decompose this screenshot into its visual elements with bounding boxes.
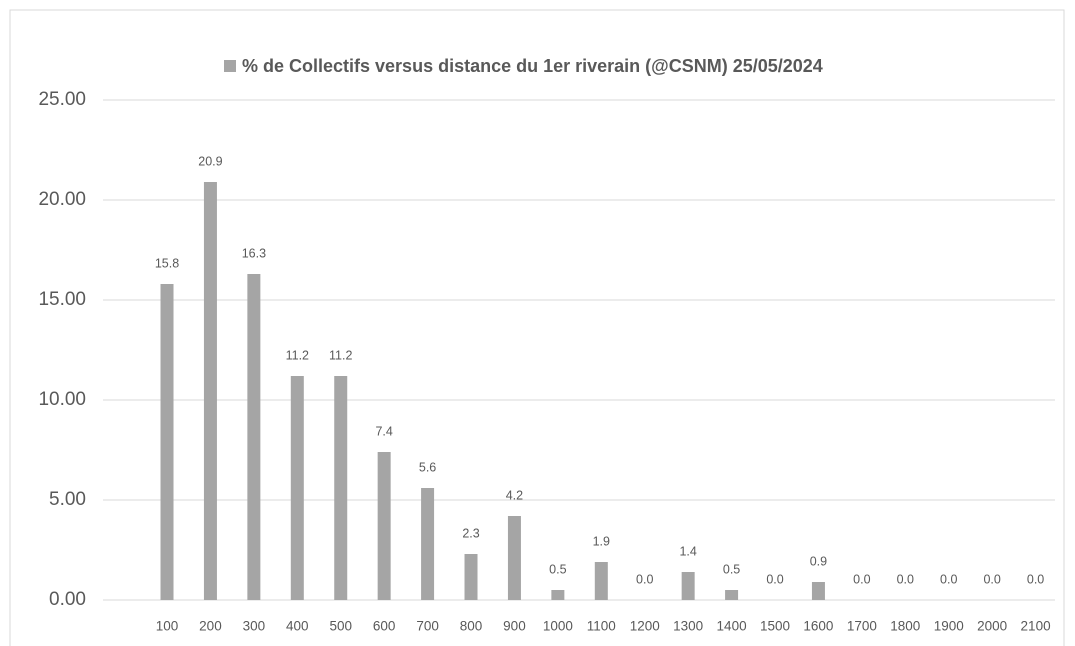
data-label: 0.9 (810, 554, 827, 568)
data-label: 1.9 (593, 534, 610, 548)
data-label: 16.3 (242, 246, 266, 260)
legend-label: % de Collectifs versus distance du 1er r… (242, 56, 823, 76)
data-label: 4.2 (506, 488, 523, 502)
x-tick-label: 200 (199, 619, 222, 634)
data-label: 0.5 (549, 562, 566, 576)
x-tick-label: 900 (503, 619, 526, 634)
y-tick-label: 10.00 (38, 389, 86, 410)
bar (160, 284, 174, 600)
data-label: 20.9 (198, 154, 222, 168)
x-tick-label: 1800 (890, 619, 920, 634)
data-label: 11.2 (286, 348, 309, 362)
bar (247, 274, 261, 600)
bar (377, 452, 391, 600)
x-tick-label: 1900 (934, 619, 964, 634)
bar (811, 582, 825, 600)
bar (594, 562, 608, 600)
x-tick-label: 600 (373, 619, 396, 634)
x-tick-label: 1100 (587, 619, 616, 634)
data-label: 7.4 (375, 424, 392, 438)
x-tick-label: 300 (243, 619, 266, 634)
data-label: 0.0 (853, 572, 870, 586)
y-tick-label: 15.00 (38, 289, 86, 310)
x-tick-label: 1600 (803, 619, 833, 634)
y-tick-label: 5.00 (49, 489, 86, 510)
chart-frame (9, 9, 1065, 646)
x-tick-label: 1500 (760, 619, 790, 634)
data-label: 0.0 (983, 572, 1000, 586)
data-label: 0.5 (723, 562, 740, 576)
data-label: 1.4 (679, 544, 696, 558)
data-label: 0.0 (636, 572, 653, 586)
x-tick-label: 400 (286, 619, 309, 634)
data-label: 0.0 (897, 572, 914, 586)
x-tick-label: 100 (156, 619, 179, 634)
x-tick-label: 500 (329, 619, 352, 634)
x-tick-label: 1000 (543, 619, 573, 634)
bar (551, 590, 565, 600)
data-label: 0.0 (766, 572, 783, 586)
data-label: 2.3 (462, 526, 479, 540)
bar (464, 554, 478, 600)
bar (290, 376, 304, 600)
y-tick-label: 25.00 (38, 89, 86, 110)
data-label: 11.2 (329, 348, 352, 362)
legend-swatch (224, 60, 236, 72)
data-label: 5.6 (419, 460, 436, 474)
x-tick-label: 2000 (977, 619, 1007, 634)
data-label: 15.8 (155, 256, 179, 270)
data-label: 0.0 (940, 572, 957, 586)
data-label: 0.0 (1027, 572, 1044, 586)
bar (725, 590, 739, 600)
x-tick-label: 1700 (847, 619, 877, 634)
bar (507, 516, 521, 600)
x-tick-label: 1200 (630, 619, 660, 634)
bar (421, 488, 435, 600)
bar (681, 572, 695, 600)
x-tick-label: 1400 (717, 619, 747, 634)
x-tick-label: 700 (416, 619, 439, 634)
y-tick-label: 0.00 (49, 589, 86, 610)
x-tick-label: 1300 (673, 619, 703, 634)
bar (334, 376, 348, 600)
bar (203, 182, 217, 600)
x-tick-label: 800 (460, 619, 483, 634)
y-tick-label: 20.00 (38, 189, 86, 210)
x-tick-label: 2100 (1021, 619, 1051, 634)
